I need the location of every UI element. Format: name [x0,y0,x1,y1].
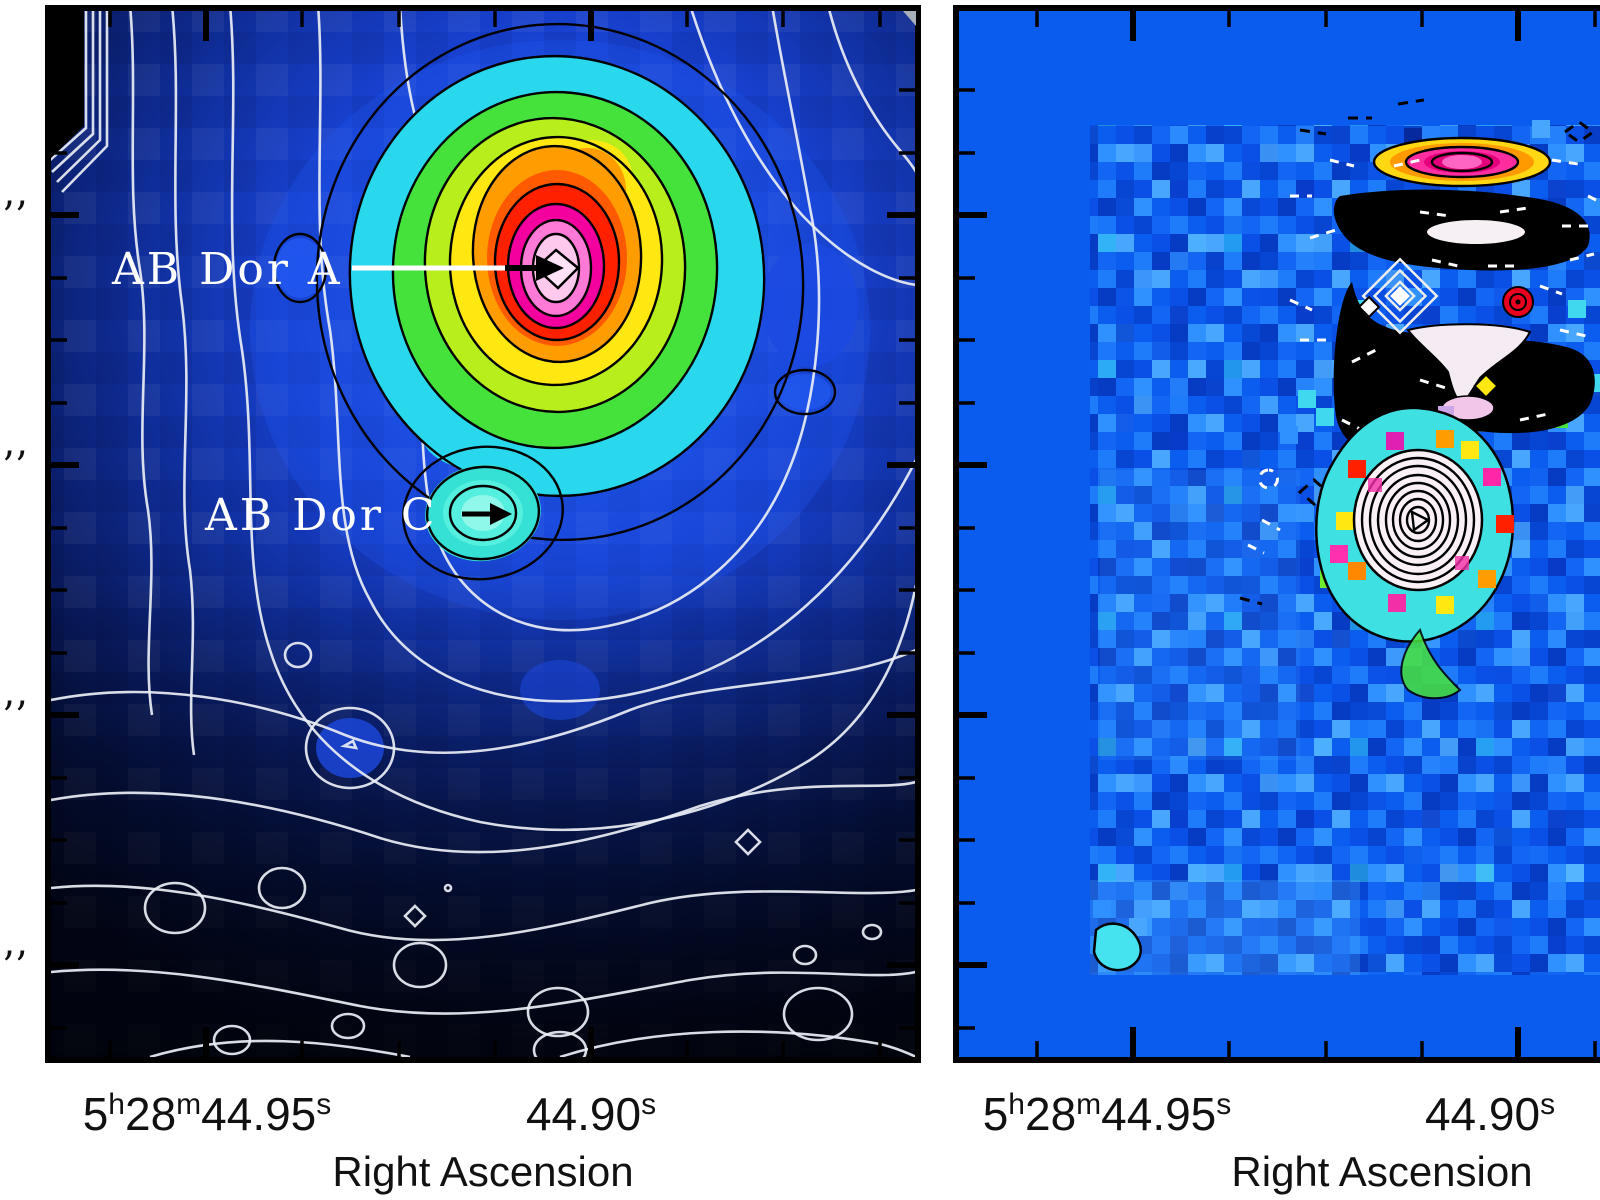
ra-tick-label-2: 44.90s [526,1088,656,1140]
dec-tick-label: ’’ [2,194,27,240]
ab-dor-a-annotation: AB Dor A [111,244,564,295]
dec-tick-label: ’’ [2,944,27,990]
right-source-color-ring [1330,430,1514,614]
sw-knot [1092,900,1147,972]
ra-axis-title-right: Right Ascension [1231,1148,1532,1195]
right-source-contours [1360,456,1476,584]
right-frame-ticks [959,11,1597,1057]
white-contours [51,11,915,1057]
ab-dor-a-label: AB Dor A [111,244,343,295]
left-colormap [51,11,915,1057]
ab-dor-c-annotation: AB Dor C [204,490,512,541]
ra-tick-label-1-right: 5h28m44.95s [983,1088,1232,1140]
left-frame-ticks [51,11,915,1057]
left-frame [45,5,921,1063]
ra-tick-label-2-right: 44.90s [1425,1088,1555,1140]
right-frame [953,5,1600,1063]
residual-diamonds [1361,257,1439,335]
ra-axis-title-left: Right Ascension [332,1148,633,1195]
dec-tick-label: ’’ [2,694,27,740]
corner-glitch-triangle [903,11,916,26]
left-panel: AB Dor A AB Dor C [2,5,921,1195]
dec-tick-label: ’’ [2,444,27,490]
ab-dor-a-arrow [352,255,564,281]
right-colormap [959,11,1600,1057]
ab-dor-c-arrow [462,503,512,525]
ra-tick-label-1: 5h28m44.95s [83,1088,332,1140]
ab-dor-c-label: AB Dor C [204,490,438,541]
right-source [1315,406,1515,700]
right-panel: 5h28m44.95s 44.90s Right Ascension [953,5,1600,1195]
white-dashed-contours [1247,158,1600,555]
corner-blank [51,11,84,158]
black-contours [272,22,837,542]
